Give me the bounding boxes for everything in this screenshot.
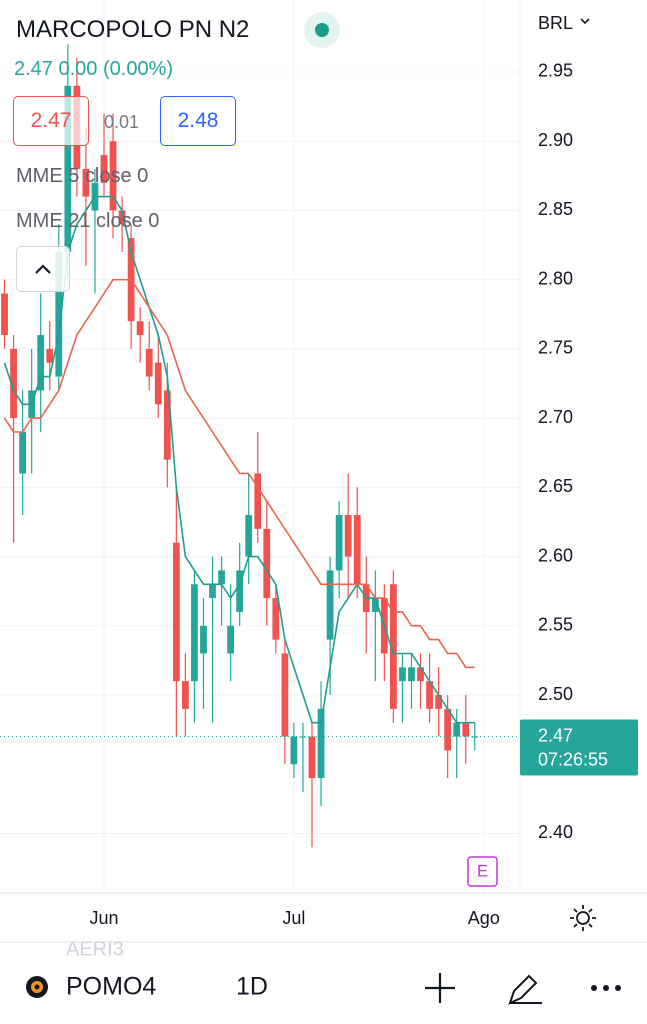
symbol-logo[interactable] — [26, 976, 48, 998]
earnings-box — [467, 856, 498, 887]
ask-button[interactable]: 2.48 — [160, 96, 236, 146]
bid-button[interactable]: 2.47 — [13, 96, 89, 146]
candle-body — [344, 515, 352, 557]
legend-entry[interactable]: MME 5 close 0 — [16, 165, 149, 187]
candle-body — [335, 515, 343, 571]
candle-body — [353, 515, 361, 585]
draw-button[interactable] — [508, 974, 542, 1005]
y-tick-label: 2.70 — [538, 407, 573, 427]
candle-body — [154, 362, 162, 405]
candle-body — [109, 141, 117, 211]
candle-body — [471, 736, 479, 738]
candle-body — [82, 168, 90, 197]
y-tick-label: 2.50 — [538, 684, 573, 704]
x-tick-label: Jun — [89, 908, 118, 928]
y-tick-label: 2.65 — [538, 476, 573, 496]
price-change: 0.00 (0.00%) — [58, 58, 174, 80]
add-button[interactable] — [425, 973, 455, 1003]
earnings-label: E — [477, 861, 488, 880]
candle-body — [218, 570, 225, 585]
candle-body — [308, 736, 316, 779]
currency[interactable]: BRL — [538, 13, 573, 33]
candle-body — [136, 321, 144, 336]
y-tick-label: 2.90 — [538, 130, 573, 150]
candle-body — [100, 155, 108, 183]
collapse-legend[interactable] — [16, 246, 70, 292]
candle-body — [371, 598, 379, 612]
candle-body — [55, 251, 63, 377]
candle-body — [453, 722, 461, 737]
candle-body — [227, 625, 234, 654]
candle-body — [1, 293, 8, 336]
candle-body — [191, 584, 198, 682]
candle-body — [163, 390, 171, 460]
candle-body — [245, 515, 253, 557]
y-tick-label: 2.80 — [538, 268, 573, 288]
last-price-box — [520, 719, 638, 776]
candle-body — [37, 335, 45, 391]
collapse-icon — [35, 264, 51, 274]
ema-line — [3, 278, 475, 669]
candle-body — [200, 625, 207, 654]
candle-body — [317, 708, 325, 779]
y-tick-label: 2.40 — [538, 822, 573, 842]
candle-body — [281, 653, 289, 737]
candle-body — [299, 736, 307, 738]
candle-body — [290, 736, 298, 765]
y-tick-label: 2.55 — [538, 615, 573, 635]
interval-button[interactable]: 1D — [236, 973, 268, 1001]
last-price-label: 2.47 07:26:55 — [520, 719, 638, 776]
x-tick-label: Ago — [468, 908, 500, 928]
y-tick-label: 2.75 — [538, 338, 573, 358]
candle-body — [272, 598, 280, 640]
symbol-title: MARCOPOLO PN N2 — [16, 16, 250, 43]
ema-line — [3, 195, 475, 724]
candle-body — [435, 695, 442, 709]
candle-body — [408, 667, 415, 682]
bottom-bar — [0, 942, 647, 1024]
candle-body — [254, 473, 262, 529]
more-button[interactable] — [591, 985, 621, 991]
candle-body — [444, 708, 452, 751]
candle-body — [182, 681, 189, 709]
countdown: 07:26:55 — [538, 749, 608, 769]
status-dot — [315, 23, 329, 37]
market-status[interactable] — [304, 12, 340, 48]
legend-entry[interactable]: MME 21 close 0 — [16, 210, 160, 232]
currency-chevron[interactable] — [580, 18, 590, 25]
candle-body — [64, 85, 72, 252]
price-line: 2.47 0.00 (0.00%) — [14, 58, 173, 81]
candle-body — [46, 348, 54, 363]
candle-body — [19, 431, 26, 474]
candle-body — [236, 570, 244, 612]
candle-body — [426, 681, 433, 709]
plot — [0, 0, 520, 893]
candle-body — [263, 528, 271, 599]
candle-body — [326, 570, 334, 640]
candle-body — [462, 722, 470, 737]
last-price: 2.47 — [14, 58, 53, 80]
candle-body — [172, 542, 180, 682]
y-tick-label: 2.85 — [538, 199, 573, 219]
last-price-value: 2.47 — [538, 725, 573, 745]
candle-body — [10, 348, 17, 419]
candle-body — [417, 667, 424, 682]
x-tick-label: Jul — [282, 908, 305, 928]
spread: 0.01 — [104, 112, 140, 132]
candle-body — [390, 584, 397, 709]
watchlist-prev: AERI3 — [66, 938, 124, 960]
candle-body — [209, 584, 216, 599]
settings-icon[interactable] — [570, 905, 596, 931]
candle-body — [145, 348, 153, 377]
y-tick-label: 2.95 — [538, 61, 573, 81]
candle-body — [399, 667, 406, 682]
candle-body — [118, 210, 126, 225]
y-tick-label: 2.60 — [538, 545, 573, 565]
symbol-button[interactable]: POMO4 — [66, 973, 156, 1001]
earnings-marker[interactable]: E — [467, 856, 498, 887]
